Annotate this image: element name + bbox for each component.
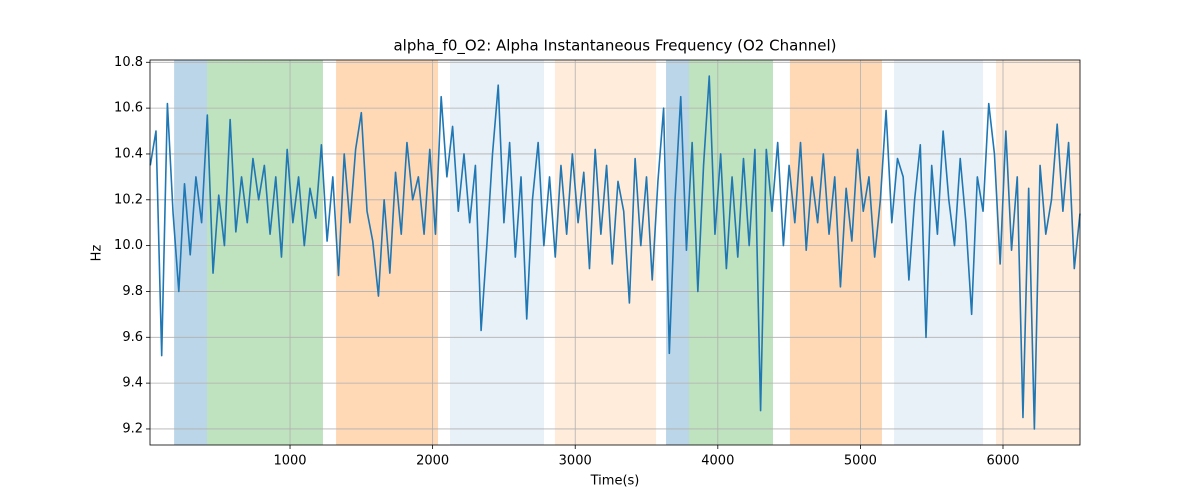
y-tick-label: 9.6 <box>122 330 143 345</box>
y-tick-label: 9.8 <box>122 284 143 299</box>
y-tick-label: 10.0 <box>114 238 143 253</box>
x-tick-label: 4000 <box>701 454 734 469</box>
y-tick-label: 10.8 <box>114 55 143 70</box>
x-tick-label: 3000 <box>559 454 592 469</box>
shaded-span <box>666 60 690 445</box>
y-tick-label: 9.2 <box>122 421 143 436</box>
shaded-span <box>554 60 657 445</box>
shaded-span <box>789 60 882 445</box>
x-axis-label: Time(s) <box>590 474 640 489</box>
y-tick-label: 10.4 <box>114 146 143 161</box>
data-line <box>149 75 1081 430</box>
y-tick-label: 10.2 <box>114 192 143 207</box>
shaded-span <box>336 60 439 445</box>
shaded-span <box>689 60 773 445</box>
x-tick-label: 2000 <box>416 454 449 469</box>
y-axis-label: Hz <box>90 245 105 262</box>
chart-title: alpha_f0_O2: Alpha Instantaneous Frequen… <box>393 37 836 56</box>
y-tick-label: 9.4 <box>122 376 143 391</box>
x-tick-label: 1000 <box>273 454 306 469</box>
shaded-span <box>207 60 323 445</box>
x-tick-label: 5000 <box>844 454 877 469</box>
x-tick-label: 6000 <box>986 454 1019 469</box>
shaded-span <box>450 60 544 445</box>
plot-frame <box>149 59 1081 446</box>
y-tick-label: 10.6 <box>114 101 143 116</box>
